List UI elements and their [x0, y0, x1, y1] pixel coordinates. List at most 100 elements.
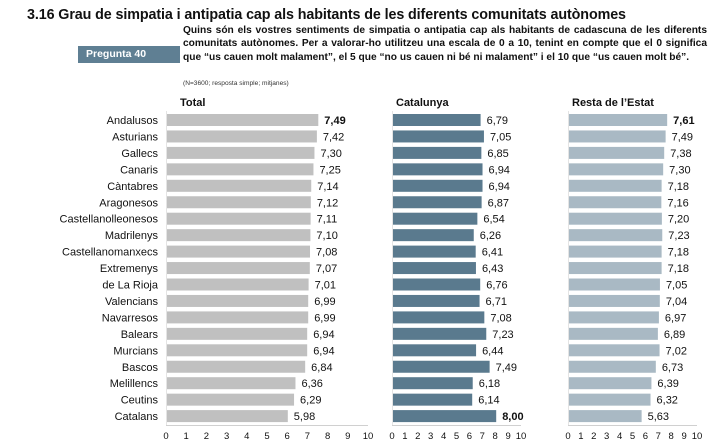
- bar: [393, 229, 474, 242]
- x-tick-label: 10: [692, 431, 703, 442]
- x-tick-label: 0: [163, 431, 168, 442]
- x-tick-label: 6: [643, 431, 648, 442]
- bar: [569, 294, 660, 307]
- bar: [393, 114, 481, 126]
- data-label: 7,02: [666, 345, 687, 357]
- bar: [569, 114, 668, 126]
- data-label: 7,30: [669, 164, 690, 176]
- bar: [167, 146, 315, 159]
- data-label: 6,94: [489, 164, 510, 176]
- bar: [167, 130, 317, 143]
- data-label: 7,18: [668, 181, 689, 193]
- bar: [167, 229, 311, 242]
- data-label: 7,18: [668, 247, 689, 259]
- data-label: 7,23: [492, 329, 513, 341]
- category-label: Navarresos: [102, 312, 159, 324]
- data-label: 6,84: [311, 362, 332, 374]
- bar: [569, 245, 662, 258]
- data-label: 7,25: [319, 164, 340, 176]
- data-label: 7,18: [668, 263, 689, 275]
- data-label: 6,44: [482, 345, 503, 357]
- data-label: 6,85: [487, 148, 508, 160]
- category-label: Andalusos: [107, 115, 159, 127]
- x-tick-label: 3: [604, 431, 609, 442]
- category-label: Canaris: [120, 164, 158, 176]
- x-tick-label: 4: [617, 431, 622, 442]
- bar: [393, 311, 485, 324]
- bar: [167, 393, 295, 406]
- x-tick-label: 3: [428, 431, 433, 442]
- sample-note: (N=3600; resposta simple; mitjanes): [183, 80, 289, 87]
- x-tick-label: 7: [305, 431, 310, 442]
- x-tick-label: 8: [669, 431, 674, 442]
- x-tick-label: 7: [480, 431, 485, 442]
- panel-title: Resta de l’Estat: [572, 97, 654, 109]
- category-label: Balears: [121, 329, 159, 341]
- data-label: 6,71: [486, 296, 507, 308]
- bar: [167, 163, 314, 176]
- bar: [569, 393, 651, 406]
- x-tick-label: 2: [591, 431, 596, 442]
- data-label: 6,14: [478, 395, 499, 407]
- category-label: Extremenys: [100, 263, 159, 275]
- bar: [569, 327, 658, 340]
- data-label: 6,94: [489, 181, 510, 193]
- x-tick-label: 9: [345, 431, 350, 442]
- data-label: 5,98: [294, 411, 315, 423]
- category-label: Valencians: [105, 296, 158, 308]
- bar: [569, 179, 662, 192]
- category-label: Murcians: [113, 345, 158, 357]
- data-label: 7,49: [672, 131, 693, 143]
- bar: [167, 278, 309, 291]
- data-label: 6,36: [301, 378, 322, 390]
- bar: [393, 130, 484, 143]
- bar: [393, 146, 482, 159]
- data-label: 6,76: [486, 280, 507, 292]
- x-tick-label: 2: [204, 431, 209, 442]
- bar: [569, 262, 662, 275]
- data-label: 6,94: [313, 345, 334, 357]
- category-label: Castellanolleonesos: [60, 214, 159, 226]
- bar: [393, 294, 480, 307]
- bar: [167, 262, 310, 275]
- bar: [167, 360, 306, 373]
- category-label: Gallecs: [121, 148, 158, 160]
- category-label: Asturians: [112, 131, 158, 143]
- data-label: 7,16: [667, 197, 688, 209]
- data-label: 6,73: [662, 362, 683, 374]
- category-label: Càntabres: [107, 181, 158, 193]
- panel-title: Catalunya: [396, 97, 449, 109]
- data-label: 6,79: [487, 115, 508, 127]
- data-label: 7,20: [668, 214, 689, 226]
- x-tick-label: 9: [505, 431, 510, 442]
- data-label: 7,10: [316, 230, 337, 242]
- data-label: 6,87: [488, 197, 509, 209]
- x-tick-label: 0: [389, 431, 394, 442]
- category-label: Aragonesos: [99, 197, 158, 209]
- bar: [569, 229, 663, 242]
- data-label: 7,49: [496, 362, 517, 374]
- data-label: 7,11: [317, 214, 338, 226]
- question-text: Quins són els vostres sentiments de simp…: [183, 25, 707, 63]
- bar: [393, 212, 478, 225]
- bar: [569, 410, 642, 423]
- data-label: 6,99: [314, 296, 335, 308]
- bar: [393, 344, 477, 357]
- x-tick-label: 7: [656, 431, 661, 442]
- bar: [393, 179, 483, 192]
- bar: [167, 294, 309, 307]
- data-label: 7,08: [316, 247, 337, 259]
- x-tick-label: 0: [565, 431, 570, 442]
- bar: [393, 410, 497, 423]
- bar: [167, 114, 319, 126]
- category-label: Bascos: [122, 362, 159, 374]
- category-label: Castellanomanxecs: [62, 247, 158, 259]
- category-label: Melillencs: [110, 378, 159, 390]
- x-tick-label: 8: [493, 431, 498, 442]
- data-label: 6,99: [314, 312, 335, 324]
- category-label: Catalans: [115, 411, 159, 423]
- category-label: Madrilenys: [105, 230, 159, 242]
- data-label: 6,97: [665, 312, 686, 324]
- x-tick-label: 8: [325, 431, 330, 442]
